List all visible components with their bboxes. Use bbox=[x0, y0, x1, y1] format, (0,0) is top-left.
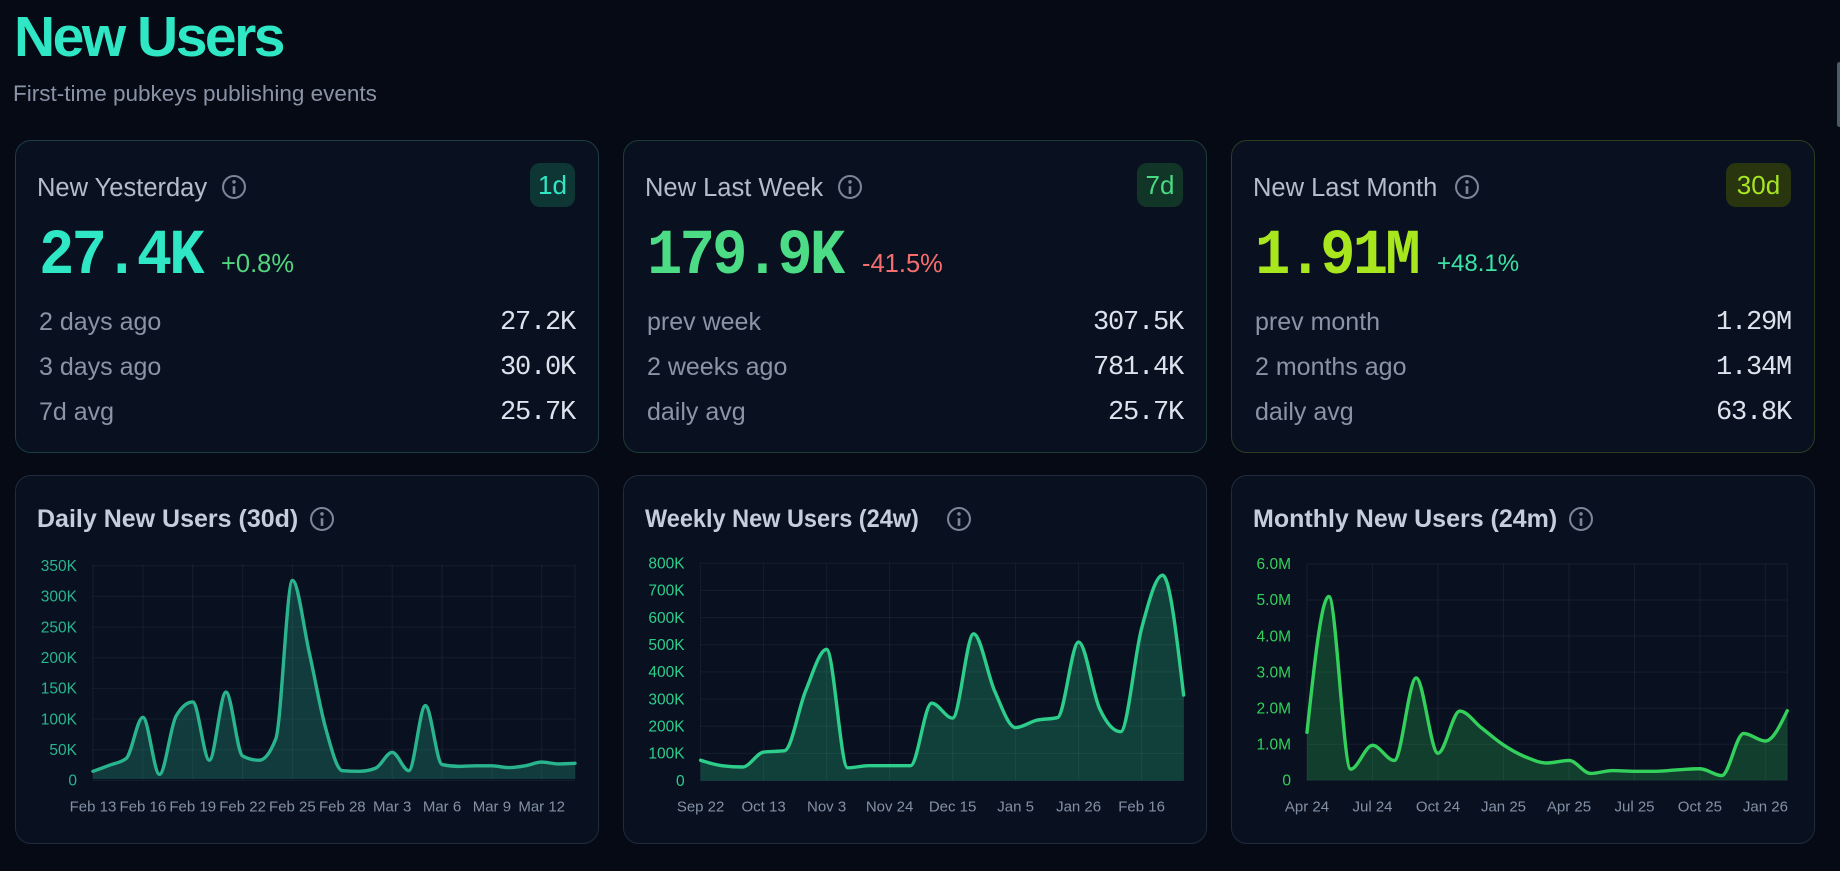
svg-text:3.0M: 3.0M bbox=[1257, 664, 1291, 681]
svg-text:400K: 400K bbox=[648, 664, 685, 681]
svg-text:800K: 800K bbox=[648, 555, 685, 572]
svg-text:Mar 9: Mar 9 bbox=[473, 799, 511, 816]
svg-text:200K: 200K bbox=[41, 650, 78, 667]
svg-text:Jan 26: Jan 26 bbox=[1056, 799, 1101, 816]
svg-text:Feb 28: Feb 28 bbox=[319, 799, 366, 816]
svg-text:2.0M: 2.0M bbox=[1257, 700, 1291, 717]
svg-text:4.0M: 4.0M bbox=[1257, 628, 1291, 645]
svg-text:500K: 500K bbox=[648, 637, 685, 654]
svg-text:Dec 15: Dec 15 bbox=[929, 799, 977, 816]
svg-text:Apr 25: Apr 25 bbox=[1547, 799, 1591, 816]
svg-text:Feb 19: Feb 19 bbox=[169, 799, 216, 816]
svg-text:Apr 24: Apr 24 bbox=[1285, 799, 1329, 816]
svg-text:Feb 13: Feb 13 bbox=[70, 799, 117, 816]
svg-text:1.0M: 1.0M bbox=[1257, 737, 1291, 754]
svg-text:200K: 200K bbox=[648, 719, 685, 736]
svg-text:600K: 600K bbox=[648, 610, 685, 627]
svg-text:Feb 16: Feb 16 bbox=[1118, 799, 1165, 816]
svg-text:Jan 26: Jan 26 bbox=[1743, 799, 1788, 816]
svg-text:Jul 25: Jul 25 bbox=[1614, 799, 1654, 816]
svg-text:50K: 50K bbox=[49, 742, 77, 759]
svg-text:Feb 16: Feb 16 bbox=[120, 799, 167, 816]
svg-text:6.0M: 6.0M bbox=[1257, 556, 1291, 573]
svg-text:0: 0 bbox=[676, 773, 685, 790]
svg-text:Feb 22: Feb 22 bbox=[219, 799, 266, 816]
svg-text:Nov 3: Nov 3 bbox=[807, 799, 846, 816]
svg-text:Oct 25: Oct 25 bbox=[1678, 799, 1722, 816]
svg-text:Sep 22: Sep 22 bbox=[677, 799, 725, 816]
svg-text:Jan 25: Jan 25 bbox=[1481, 799, 1526, 816]
svg-text:350K: 350K bbox=[41, 558, 78, 575]
svg-text:Oct 24: Oct 24 bbox=[1416, 799, 1460, 816]
svg-text:Mar 12: Mar 12 bbox=[518, 799, 565, 816]
svg-text:100K: 100K bbox=[41, 711, 78, 728]
svg-text:100K: 100K bbox=[648, 746, 685, 763]
svg-text:150K: 150K bbox=[41, 681, 78, 698]
svg-text:Jan 5: Jan 5 bbox=[997, 799, 1034, 816]
svg-text:700K: 700K bbox=[648, 583, 685, 600]
svg-text:0: 0 bbox=[1282, 773, 1291, 790]
svg-text:Jul 24: Jul 24 bbox=[1352, 799, 1392, 816]
svg-text:300K: 300K bbox=[41, 589, 78, 606]
svg-text:Oct 13: Oct 13 bbox=[742, 799, 786, 816]
svg-text:0: 0 bbox=[68, 773, 77, 790]
svg-text:Feb 25: Feb 25 bbox=[269, 799, 316, 816]
svg-text:Mar 6: Mar 6 bbox=[423, 799, 461, 816]
svg-text:Mar 3: Mar 3 bbox=[373, 799, 411, 816]
svg-text:250K: 250K bbox=[41, 619, 78, 636]
svg-text:Nov 24: Nov 24 bbox=[866, 799, 914, 816]
svg-text:5.0M: 5.0M bbox=[1257, 592, 1291, 609]
svg-text:300K: 300K bbox=[648, 691, 685, 708]
